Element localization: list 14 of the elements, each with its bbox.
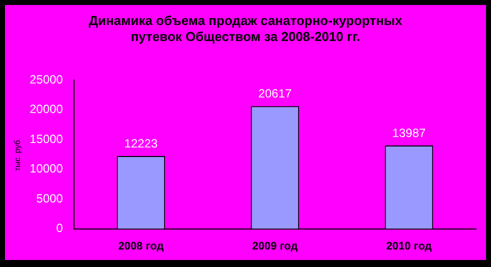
y-tick-label: 5000	[36, 191, 64, 206]
y-tick-label: 10000	[30, 162, 64, 176]
x-tick-label: 2010 год	[386, 240, 432, 252]
data-label: 12223	[124, 136, 158, 150]
x-tick-label: 2009 год	[252, 240, 298, 252]
x-tick-label: 2008 год	[118, 240, 164, 252]
data-label: 13987	[392, 126, 426, 140]
y-tick-label: 0	[56, 221, 64, 236]
data-label: 20617	[258, 86, 292, 100]
y-axis-title: тыс. руб.	[13, 138, 22, 171]
y-tick-label: 15000	[30, 132, 64, 146]
y-tick-label: 25000	[30, 72, 64, 86]
y-tick-label: 20000	[30, 102, 64, 116]
chart-title: Динамика объема продаж санаторно-курортных путевок Обществом за 2008-2010 гг.	[88, 13, 404, 45]
